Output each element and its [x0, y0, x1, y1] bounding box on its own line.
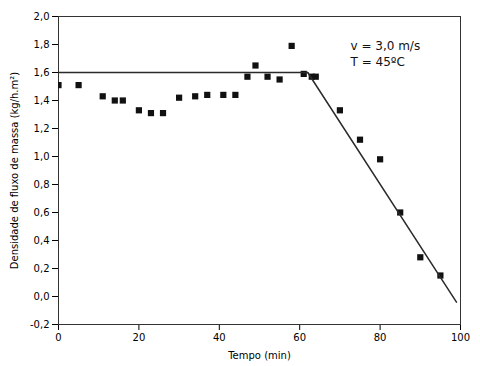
svg-text:80: 80	[374, 332, 387, 343]
svg-text:40: 40	[213, 332, 226, 343]
svg-text:Tempo (min): Tempo (min)	[227, 350, 291, 361]
svg-text:1,4: 1,4	[34, 95, 50, 106]
svg-text:0,0: 0,0	[34, 291, 50, 302]
svg-text:0,8: 0,8	[34, 179, 50, 190]
svg-text:1,6: 1,6	[34, 67, 50, 78]
svg-text:0,2: 0,2	[34, 263, 50, 274]
svg-text:1,2: 1,2	[34, 123, 50, 134]
svg-text:Densidade de fluxo de massa (k: Densidade de fluxo de massa (kg/h.m²)	[9, 72, 20, 270]
svg-text:1,8: 1,8	[34, 39, 50, 50]
svg-text:20: 20	[133, 332, 146, 343]
svg-text:60: 60	[293, 332, 306, 343]
svg-text:2,0: 2,0	[34, 11, 50, 22]
svg-text:0,4: 0,4	[34, 235, 50, 246]
svg-text:1,0: 1,0	[34, 151, 50, 162]
svg-text:v = 3,0 m/sT = 45ºC: v = 3,0 m/sT = 45ºC	[350, 39, 421, 69]
svg-text:-0,2: -0,2	[30, 319, 50, 330]
svg-text:100: 100	[451, 332, 470, 343]
svg-text:0: 0	[55, 332, 61, 343]
svg-text:0,6: 0,6	[34, 207, 50, 218]
